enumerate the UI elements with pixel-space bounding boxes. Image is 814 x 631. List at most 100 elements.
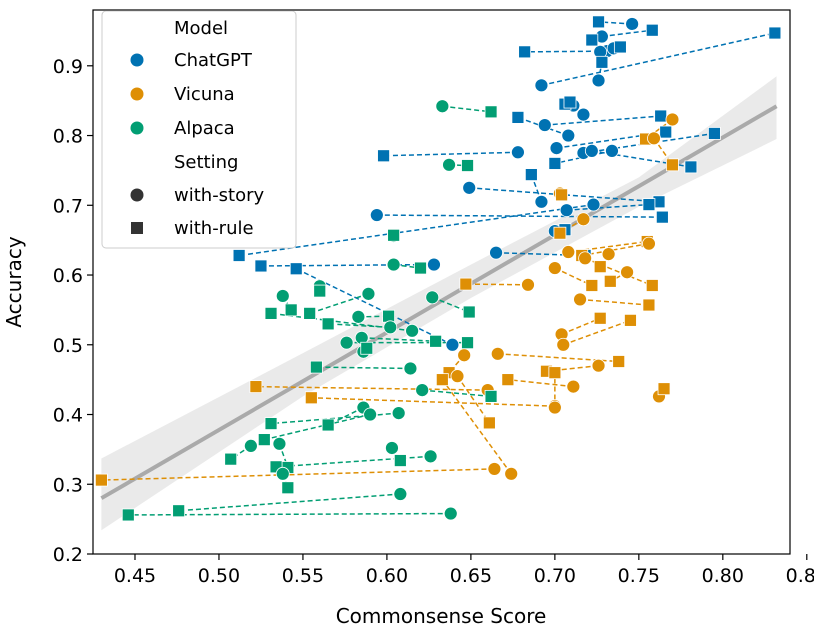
chatgpt-with-rule-point-10 [511,111,525,124]
x-tick-label: 0.65 [450,565,492,587]
chatgpt-with-story-point-14 [605,143,619,158]
vicuna-with-story-point-21 [450,369,465,384]
alpaca-with-story-point-9 [405,323,420,338]
vicuna-connector-23 [441,379,512,475]
chatgpt-with-story-point-17 [462,180,477,195]
chatgpt-with-rule-point-5 [595,55,609,69]
legend-box [101,10,297,249]
vicuna-with-rule-point-1 [666,158,679,172]
vicuna-with-story-point-5 [642,236,656,251]
regression-line [100,104,778,500]
legend-model-title: Model [174,18,228,39]
chatgpt-with-rule-point-16 [524,168,538,181]
vicuna-connector-5 [581,242,650,257]
alpaca-connector-17 [270,412,399,425]
vicuna-connector-22 [101,468,495,481]
alpaca-with-rule-point-25 [121,508,135,522]
alpaca-with-rule-point-12 [461,336,474,350]
vicuna-connector-17 [507,378,574,388]
alpaca-with-story-point-0 [435,99,450,114]
x-tick-label: 0.50 [198,565,240,587]
alpaca-with-story-point-15 [415,383,430,398]
vicuna-with-rule-point-18 [249,380,263,394]
chatgpt-with-rule-point-11 [708,127,721,140]
vicuna-with-rule-point-13 [624,313,637,327]
chatgpt-with-rule-point-3 [585,33,599,47]
chatgpt-connector-6 [541,32,776,87]
alpaca-with-rule-point-10 [321,317,335,331]
vicuna-with-story-point-24 [547,400,562,415]
vicuna-with-story-point-10 [521,277,535,292]
chatgpt-with-story-point-19 [369,208,384,222]
alpaca-with-rule-point-17 [264,417,278,430]
alpaca-with-story-point-6 [361,286,376,301]
vicuna-connector-4 [568,240,648,253]
alpaca-with-rule-point-2 [387,228,401,242]
chatgpt-with-story-point-23 [427,257,441,272]
alpaca-with-story-point-24 [393,487,408,501]
alpaca-with-story-point-8 [351,309,366,324]
y-tick-label: 0.5 [53,335,83,357]
vicuna-with-rule-point-11 [642,298,656,312]
chatgpt-with-rule-point-8 [563,95,577,109]
y-tick-label: 0.2 [53,544,83,566]
alpaca-with-rule-point-23 [281,481,295,495]
chatgpt-with-rule-point-19 [655,210,669,224]
legend-alpaca-label: Alpaca [174,118,235,139]
chatgpt-with-story-point-16 [534,194,549,209]
alpaca-with-story-point-23 [275,466,290,481]
chatgpt-connector-9 [544,115,661,126]
alpaca-with-rule-point-1 [461,159,474,172]
alpaca-with-story-point-12 [339,335,354,350]
chatgpt-connector-13 [383,151,518,157]
vicuna-with-rule-point-3 [553,226,567,240]
chatgpt-with-rule-point-18 [642,198,656,211]
legend-vicuna-marker [130,87,144,101]
vicuna-with-rule-point-10 [459,277,473,291]
vicuna-with-story-point-23 [504,466,519,481]
chatgpt-with-story-point-9 [537,118,552,132]
vicuna-connector-21 [456,375,490,424]
chatgpt-with-story-point-21 [586,197,601,212]
alpaca-connector-15 [422,389,492,398]
legend-chatgpt-label: ChatGPT [174,50,253,71]
vicuna-with-story-point-0 [665,112,680,127]
y-tick-label: 0.6 [53,265,83,287]
chatgpt-connector-1 [601,29,653,38]
alpaca-with-story-point-14 [403,361,418,376]
chatgpt-with-story-point-10 [561,128,576,143]
alpaca-with-rule-point-8 [382,309,395,323]
vicuna-with-story-point-4 [561,245,576,259]
alpaca-connector-11 [361,337,436,343]
vicuna-with-story-point-14 [457,348,472,363]
x-tick-label: 0.70 [534,565,576,587]
alpaca-with-rule-point-5 [284,303,298,317]
vicuna-with-rule-point-23 [435,373,449,387]
chatgpt-with-rule-point-0 [592,15,605,29]
x-tick-label: 0.80 [702,565,744,587]
alpaca-with-rule-point-14 [309,360,323,374]
chatgpt-connector-23 [260,263,434,267]
alpaca-connector-10 [328,323,391,329]
alpaca-with-story-point-7 [425,290,440,305]
vicuna-connector-11 [579,298,649,306]
alpaca-connector-24 [178,493,401,512]
legend-with-rule-marker [131,222,143,234]
x-tick-label: 0.55 [282,565,324,587]
vicuna-with-rule-point-2 [555,188,568,202]
alpaca-with-rule-point-24 [172,504,186,518]
alpaca-with-story-point-25 [443,506,458,521]
alpaca-with-rule-point-4 [313,284,327,298]
vicuna-connector-13 [563,319,631,346]
chatgpt-with-story-point-15 [584,143,599,158]
vicuna-with-story-point-22 [487,462,502,476]
vicuna-with-story-point-11 [573,292,587,307]
alpaca-connector-18 [264,413,371,441]
vicuna-with-story-point-7 [547,261,562,275]
x-axis-title: Commonsense Score [336,604,547,628]
chatgpt-with-rule-point-21 [232,249,246,262]
legend-alpaca-marker [130,121,144,135]
vicuna-connector-12 [561,317,601,336]
alpaca-with-rule-point-11 [429,334,443,348]
